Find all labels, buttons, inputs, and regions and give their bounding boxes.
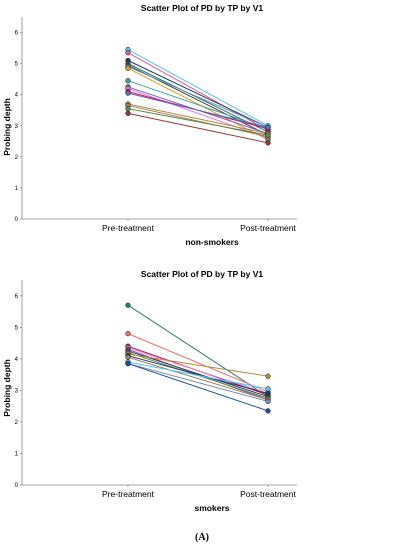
y-tick-label: 0	[15, 483, 19, 489]
chart-1: Scatter Plot of PD by TP by V1 Probing d…	[2, 3, 297, 247]
y-tick-label: 5	[15, 325, 19, 331]
y-tick-label: 1	[15, 186, 19, 192]
chart-2-title: Scatter Plot of PD by TP by V1	[141, 269, 263, 279]
chart-2: Scatter Plot of PD by TP by V1 Probing d…	[2, 269, 297, 513]
series-line	[127, 92, 269, 128]
series-line	[127, 356, 269, 401]
y-tick-label: 6	[15, 294, 19, 300]
series-line	[127, 333, 269, 393]
chart-2-ylabel: Probing depth	[2, 359, 12, 417]
data-point	[265, 386, 271, 392]
data-point	[265, 390, 271, 397]
chart-1-title: Scatter Plot of PD by TP by V1	[141, 3, 263, 13]
series-line	[127, 355, 269, 395]
series-line	[127, 60, 269, 128]
x-tick-label: Pre-treatment	[102, 489, 155, 499]
series-line	[127, 88, 269, 139]
data-point	[125, 90, 131, 96]
series-line	[127, 112, 269, 144]
data-point	[265, 124, 271, 130]
series-line	[127, 361, 269, 390]
data-point	[265, 132, 271, 138]
y-tick-label: 3	[15, 124, 19, 130]
data-point	[125, 78, 131, 84]
series-line	[127, 108, 269, 136]
data-point	[125, 106, 131, 112]
series-line	[127, 363, 269, 412]
data-point	[125, 65, 131, 71]
series-line	[127, 353, 269, 377]
chart-1-ylabel: Probing depth	[2, 98, 12, 156]
series-line	[127, 103, 269, 135]
y-tick-label: 4	[15, 93, 19, 99]
y-tick-label: 6	[15, 31, 19, 37]
x-tick-label: Pre-treatment	[102, 223, 155, 233]
series-line	[127, 350, 269, 398]
data-point	[265, 408, 271, 414]
series-line	[127, 363, 269, 402]
series-line	[127, 347, 269, 395]
data-point	[125, 50, 131, 56]
y-tick-label: 3	[15, 388, 19, 394]
chart-2-xlabel: smokers	[195, 503, 230, 513]
series-line	[127, 66, 269, 128]
data-point	[125, 302, 131, 308]
series-line	[127, 80, 269, 130]
y-tick-label: 5	[15, 62, 19, 68]
data-point	[265, 373, 271, 379]
y-tick-label: 2	[15, 155, 19, 161]
data-point	[125, 360, 131, 367]
y-tick-label: 2	[15, 420, 19, 426]
data-point	[265, 398, 271, 405]
x-tick-label: Post-treatment	[240, 223, 296, 233]
data-point	[125, 330, 131, 337]
data-point	[125, 354, 131, 360]
x-tick-label: Post-treatment	[240, 489, 296, 499]
chart-1-plot: 0 1 2 3 4 5 6 Pre-treatment Post-treatment	[15, 17, 297, 233]
series-line	[127, 105, 269, 138]
figure-label: (A)	[195, 532, 209, 543]
y-tick-label: 1	[15, 451, 19, 457]
y-tick-label: 4	[15, 357, 19, 363]
chart-1-xlabel: non-smokers	[185, 237, 239, 247]
data-point	[265, 140, 271, 146]
series-line	[127, 304, 269, 398]
chart-2-plot: 0 1 2 3 4 5 6 Pre-treatment Post-treatment	[15, 280, 297, 499]
series-line	[127, 49, 269, 127]
data-point	[125, 110, 131, 116]
y-tick-label: 0	[15, 217, 19, 223]
series-line	[127, 67, 269, 141]
